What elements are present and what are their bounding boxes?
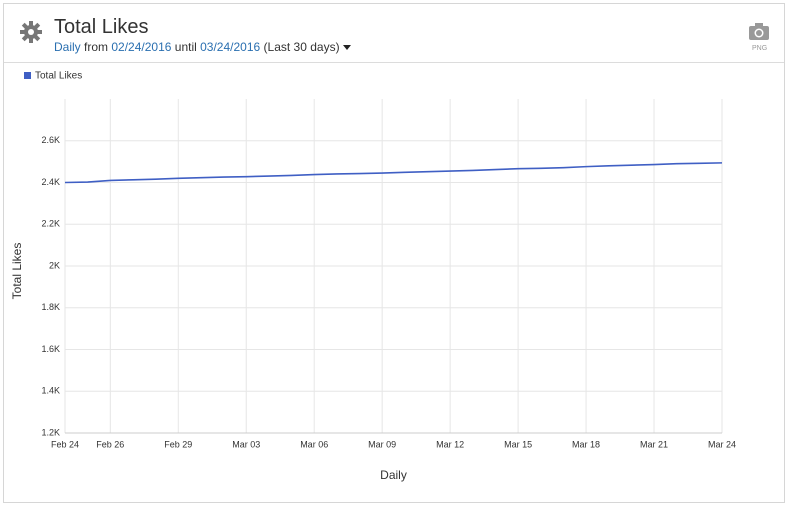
settings-icon[interactable] [20, 21, 42, 43]
x-tick-label: Mar 18 [572, 439, 600, 449]
x-tick-label: Mar 06 [300, 439, 328, 449]
x-tick-label: Mar 24 [708, 439, 736, 449]
x-tick-label: Mar 03 [232, 439, 260, 449]
end-date[interactable]: 03/24/2016 [200, 40, 261, 54]
camera-icon[interactable] [748, 22, 770, 40]
x-axis-title: Daily [380, 468, 407, 482]
start-date[interactable]: 02/24/2016 [111, 40, 172, 54]
x-tick-label: Feb 26 [96, 439, 124, 449]
x-tick-label: Mar 12 [436, 439, 464, 449]
y-tick-label: 1.8K [41, 302, 60, 312]
x-tick-label: Feb 24 [51, 439, 79, 449]
y-tick-label: 1.4K [41, 386, 60, 396]
subtitle: Daily from 02/24/2016 until 03/24/2016 (… [54, 40, 351, 54]
legend-swatch [24, 72, 31, 79]
y-tick-label: 2.4K [41, 177, 60, 187]
widget: Total Likes Daily from 02/24/2016 until … [3, 3, 785, 503]
range-dropdown[interactable]: (Last 30 days) [263, 40, 340, 54]
until-text: until [174, 40, 197, 54]
x-tick-label: Mar 09 [368, 439, 396, 449]
export-label[interactable]: PNG [752, 45, 768, 52]
y-tick-label: 2.2K [41, 219, 60, 229]
x-tick-label: Mar 21 [640, 439, 668, 449]
title: Total Likes [54, 16, 149, 38]
y-tick-label: 2.6K [41, 135, 60, 145]
from-text: from [84, 40, 109, 54]
dropdown-caret[interactable] [342, 45, 351, 51]
series-line [64, 162, 723, 184]
y-axis-title: Total Likes [10, 243, 24, 300]
y-tick-label: 1.2K [41, 427, 60, 437]
y-tick-label: 1.6K [41, 344, 60, 354]
header: Total Likes Daily from 02/24/2016 until … [4, 4, 784, 63]
y-tick-label: 2K [49, 260, 60, 270]
legend-label: Total Likes [35, 71, 82, 82]
x-tick-label: Mar 15 [504, 439, 532, 449]
x-tick-label: Feb 29 [164, 439, 192, 449]
period-link[interactable]: Daily [54, 40, 81, 54]
